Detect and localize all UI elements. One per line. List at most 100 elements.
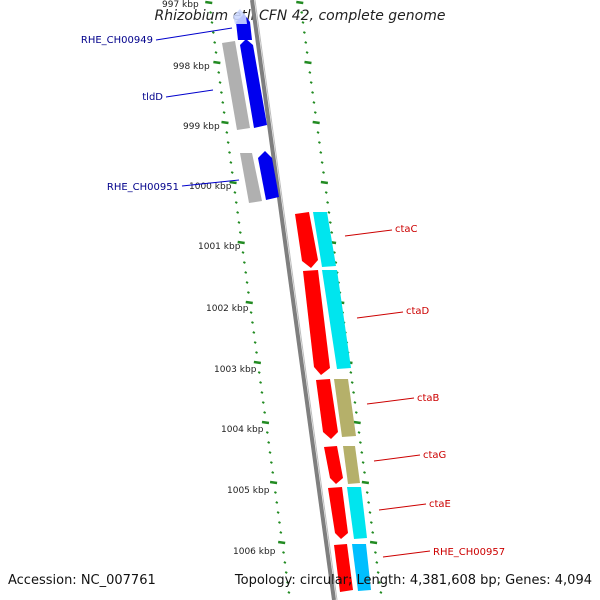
left-tick-57 (284, 571, 288, 574)
backbone-line (250, 0, 336, 600)
label-rhe-ch00951[interactable]: RHE_CH00951 (107, 182, 179, 193)
left-tick-2 (210, 21, 214, 24)
gene-ctag[interactable] (324, 446, 343, 484)
gene-ctac-cyan (313, 212, 336, 267)
axis-labels: 997 kbp 998 kbp 999 kbp 1000 kbp 1001 kb… (162, 0, 276, 557)
right-tick-17 (322, 171, 325, 174)
left-tick-3 (211, 31, 215, 34)
right-tick-20 (326, 201, 330, 204)
right-tick-11 (313, 111, 317, 114)
leader-ctae (378, 503, 427, 511)
gene-shadow-951 (240, 153, 262, 203)
left-tick-15 (228, 151, 231, 154)
right-tick-40 (353, 401, 357, 404)
axis-label-1004: 1004 kbp (221, 425, 264, 435)
gene-tldd[interactable] (240, 39, 267, 128)
left-tick-4 (213, 41, 217, 44)
axis-label-1003: 1003 kbp (214, 365, 257, 375)
gene-ctab-olive (334, 379, 356, 437)
accession-text: Accession: NC_007761 (8, 573, 156, 588)
right-tick-1 (300, 11, 304, 14)
left-tick-track (205, 0, 291, 594)
right-tick-22 (328, 221, 332, 224)
right-tick-2 (301, 21, 305, 24)
right-tick-18 (320, 180, 329, 185)
left-tick-43 (265, 431, 269, 434)
left-tick-10 (221, 101, 225, 104)
left-tick-50 (275, 501, 279, 504)
left-tick-35 (255, 351, 258, 354)
right-tick-43 (357, 431, 361, 434)
leader-ctag (373, 454, 421, 462)
left-tick-31 (249, 311, 253, 314)
left-tick-17 (230, 171, 234, 174)
axis-label-997: 997 kbp (162, 0, 199, 10)
left-tick-24 (237, 240, 245, 245)
left-tick-28 (245, 281, 249, 284)
gene-ctae[interactable] (328, 487, 348, 539)
label-tldd[interactable]: tldD (142, 92, 163, 103)
left-tick-53 (279, 531, 283, 534)
axis-label-1001: 1001 kbp (198, 242, 241, 252)
left-tick-25 (241, 251, 245, 254)
gene-ctac[interactable] (295, 212, 318, 268)
minus-strand-genes (295, 212, 371, 592)
gene-ctae-cyan (347, 487, 367, 539)
left-tick-46 (269, 461, 273, 464)
left-tick-19 (233, 191, 237, 194)
label-ctad[interactable]: ctaD (406, 306, 430, 317)
left-tick-33 (252, 331, 256, 334)
left-tick-48 (269, 480, 278, 485)
left-tick-42 (261, 420, 270, 425)
right-tick-46 (361, 461, 365, 464)
right-tick-54 (369, 540, 378, 545)
right-tick-12 (312, 120, 320, 125)
label-ctac[interactable]: ctaC (395, 224, 418, 235)
gene-ctab[interactable] (316, 379, 338, 439)
leader-ctac (344, 229, 393, 237)
left-tick-11 (222, 111, 226, 114)
left-tick-7 (217, 71, 221, 74)
left-tick-55 (282, 551, 285, 554)
label-ctag[interactable]: ctaG (423, 450, 446, 461)
left-tick-26 (242, 261, 246, 264)
right-tick-13 (316, 131, 320, 134)
right-tick-52 (369, 521, 373, 524)
right-tick-16 (320, 161, 324, 164)
right-tick-9 (311, 91, 315, 94)
right-tick-57 (376, 571, 380, 574)
label-rhe-ch00949[interactable]: RHE_CH00949 (81, 35, 153, 46)
left-tick-23 (238, 231, 242, 234)
gene-rhe-ch00957[interactable] (334, 544, 353, 592)
leader-ctab (366, 397, 415, 405)
plus-gene-labels: RHE_CH00949 tldD RHE_CH00951 (81, 27, 240, 193)
label-ctae[interactable]: ctaE (429, 499, 451, 510)
label-rhe-ch00957[interactable]: RHE_CH00957 (433, 547, 505, 558)
right-tick-10 (312, 101, 316, 104)
axis-label-1005: 1005 kbp (227, 486, 270, 496)
left-tick-0 (205, 0, 213, 5)
gene-shadow-949-1 (222, 41, 250, 130)
left-tick-59 (287, 591, 291, 594)
label-ctab[interactable]: ctaB (417, 393, 440, 404)
leader-rhe-ch00949 (155, 27, 233, 41)
gene-rhe-ch00951[interactable] (258, 151, 279, 200)
left-tick-1 (209, 11, 213, 14)
left-tick-39 (260, 391, 264, 394)
gene-ctag-olive (343, 446, 360, 484)
left-tick-34 (253, 341, 257, 344)
left-tick-36 (253, 360, 262, 365)
minus-gene-labels: ctaC ctaD ctaB ctaG ctaE RHE_CH00957 (344, 224, 505, 558)
left-tick-9 (219, 91, 223, 94)
left-tick-54 (277, 540, 286, 545)
axis-label-999: 999 kbp (183, 122, 220, 132)
right-tick-44 (358, 441, 362, 444)
left-tick-38 (259, 381, 263, 384)
right-tick-53 (371, 531, 375, 534)
gene-ctad[interactable] (303, 270, 330, 375)
left-tick-13 (225, 131, 229, 134)
right-tick-7 (308, 71, 312, 74)
leader-rhe-ch00957 (382, 550, 431, 558)
left-tick-52 (278, 521, 281, 524)
